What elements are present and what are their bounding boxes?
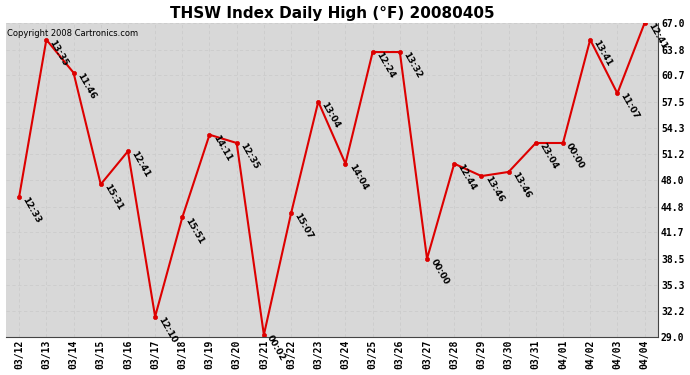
Text: Copyright 2008 Cartronics.com: Copyright 2008 Cartronics.com bbox=[7, 29, 138, 38]
Text: 12:24: 12:24 bbox=[374, 51, 396, 80]
Text: 12:44: 12:44 bbox=[455, 162, 478, 192]
Text: 15:07: 15:07 bbox=[293, 212, 315, 241]
Text: 15:31: 15:31 bbox=[102, 183, 124, 212]
Text: 12:35: 12:35 bbox=[238, 142, 260, 171]
Text: 11:07: 11:07 bbox=[619, 92, 641, 121]
Text: 11:46: 11:46 bbox=[75, 71, 97, 101]
Text: 15:51: 15:51 bbox=[184, 216, 206, 245]
Text: 13:35: 13:35 bbox=[48, 38, 70, 68]
Text: 00:00: 00:00 bbox=[564, 142, 586, 171]
Title: THSW Index Daily High (°F) 20080405: THSW Index Daily High (°F) 20080405 bbox=[170, 6, 494, 21]
Text: 12:10: 12:10 bbox=[157, 315, 179, 344]
Text: 13:32: 13:32 bbox=[401, 51, 424, 80]
Text: 12:41: 12:41 bbox=[646, 22, 668, 51]
Text: 13:41: 13:41 bbox=[591, 38, 613, 68]
Text: 14:04: 14:04 bbox=[347, 162, 369, 192]
Text: 13:46: 13:46 bbox=[510, 171, 532, 200]
Text: 00:00: 00:00 bbox=[428, 257, 451, 286]
Text: 14:11: 14:11 bbox=[211, 134, 233, 163]
Text: 13:04: 13:04 bbox=[319, 100, 342, 129]
Text: 00:02: 00:02 bbox=[265, 333, 287, 362]
Text: 12:41: 12:41 bbox=[129, 150, 152, 179]
Text: 13:46: 13:46 bbox=[483, 175, 505, 204]
Text: 23:04: 23:04 bbox=[538, 142, 560, 171]
Text: 12:33: 12:33 bbox=[21, 195, 43, 225]
